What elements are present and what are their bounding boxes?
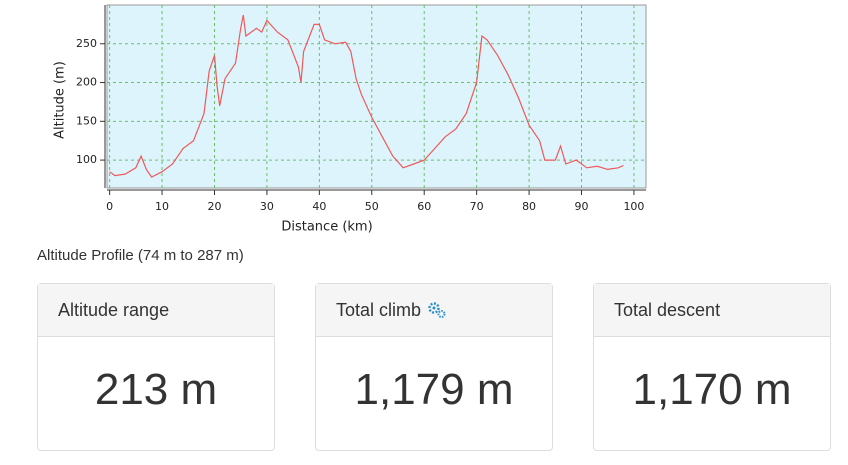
x-tick-label: 20 xyxy=(207,200,221,213)
x-tick-label: 100 xyxy=(623,200,644,213)
card-header: Total climb xyxy=(316,284,552,337)
card: Total descent 1,170 m xyxy=(593,283,831,451)
x-tick-label: 30 xyxy=(260,200,274,213)
x-axis-label: Distance (km) xyxy=(281,220,372,235)
card-header: Total descent xyxy=(594,284,830,337)
card-value: 1,170 m xyxy=(632,365,792,414)
card: Altitude range 213 m xyxy=(37,283,275,451)
altitude-line xyxy=(109,14,624,178)
card: Total climb 1,179 m xyxy=(315,283,553,451)
y-axis-label: Altitude (m) xyxy=(53,61,68,139)
x-tick-label: 80 xyxy=(522,200,536,213)
gear-icon[interactable] xyxy=(427,300,447,320)
x-tick-label: 60 xyxy=(417,200,431,213)
card-header: Altitude range xyxy=(38,284,274,337)
x-tick-label: 0 xyxy=(106,200,113,213)
y-tick-label: 150 xyxy=(76,114,97,127)
card-title: Total climb xyxy=(336,299,422,320)
caption: Altitude Profile (74 m to 287 m) xyxy=(37,247,244,264)
x-tick-label: 40 xyxy=(312,200,326,213)
card-title: Altitude range xyxy=(58,299,170,320)
x-tick-label: 50 xyxy=(365,200,379,213)
card-value: 213 m xyxy=(94,365,218,414)
x-tick-label: 90 xyxy=(575,200,589,213)
y-tick-label: 200 xyxy=(76,76,97,89)
x-tick-label: 70 xyxy=(470,200,484,213)
y-tick-label: 100 xyxy=(76,153,97,166)
y-tick-label: 250 xyxy=(76,37,97,50)
x-tick-label: 10 xyxy=(155,200,169,213)
chart: Distance (km) Altitude (m) 0 10 20 30 40 50 60… xyxy=(53,4,647,235)
card-title: Total descent xyxy=(614,299,721,320)
card-value: 1,179 m xyxy=(354,365,514,414)
